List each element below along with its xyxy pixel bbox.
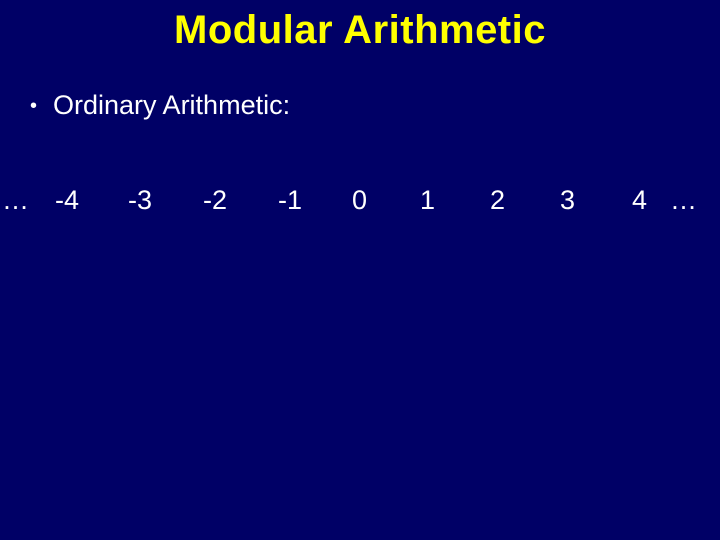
- bullet-text: Ordinary Arithmetic:: [53, 90, 290, 121]
- number-line-value: 1: [420, 185, 435, 216]
- number-line: … -4 -3 -2 -1 0 1 2 3 4 …: [0, 185, 720, 225]
- number-line-value: -2: [203, 185, 227, 216]
- number-line-value: -3: [128, 185, 152, 216]
- number-line-value: 0: [352, 185, 367, 216]
- slide: Modular Arithmetic • Ordinary Arithmetic…: [0, 0, 720, 540]
- bullet-marker: •: [30, 96, 37, 116]
- number-line-value: -4: [55, 185, 79, 216]
- slide-title: Modular Arithmetic: [0, 0, 720, 53]
- number-line-value: 2: [490, 185, 505, 216]
- number-line-value: -1: [278, 185, 302, 216]
- number-line-value: 3: [560, 185, 575, 216]
- number-line-ellipsis-right: …: [670, 185, 697, 216]
- number-line-ellipsis-left: …: [2, 185, 29, 216]
- bullet-row: • Ordinary Arithmetic:: [30, 90, 290, 121]
- number-line-value: 4: [632, 185, 647, 216]
